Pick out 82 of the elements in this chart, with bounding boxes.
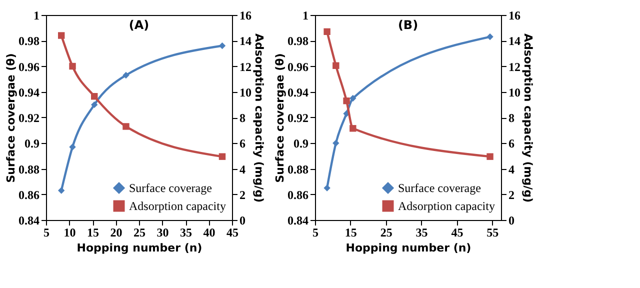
point	[486, 153, 494, 160]
y-tick-label: 0.84	[288, 214, 308, 228]
y-tick-label: 0.92	[18, 111, 40, 125]
x-tick-label: 25	[134, 226, 146, 240]
y-tick-label: 0.98	[18, 34, 40, 48]
point	[332, 62, 340, 69]
point	[91, 101, 98, 108]
y2-tick-label: 16	[240, 8, 252, 22]
y2-tick-label: 0	[508, 214, 514, 228]
point	[218, 153, 226, 160]
y2-tick-label: 16	[508, 8, 520, 22]
x-tick-label: 25	[380, 226, 392, 240]
y2-tick-label: 6	[508, 136, 514, 151]
y-tick-label: 0.96	[288, 60, 308, 74]
y2-tick-label: 4	[508, 162, 514, 176]
legend-label: Surface coverage	[129, 181, 212, 195]
y-tick-label: 0.88	[18, 162, 40, 176]
y-tick-label: 1	[34, 8, 40, 22]
y-tick-label: 0.98	[288, 34, 308, 48]
point	[350, 94, 356, 102]
x-tick-label: 55	[486, 226, 499, 240]
y2-tick-label: 4	[240, 162, 246, 176]
y2-tick-label: 6	[240, 136, 246, 151]
y2-tick-label: 14	[240, 34, 252, 48]
y2-tick-label: 8	[240, 111, 246, 125]
point	[324, 28, 330, 36]
y-tick-label: 0.94	[18, 85, 40, 100]
y2-tick-label: 10	[508, 85, 520, 100]
point	[58, 32, 65, 39]
y-axis-title: Surface covergae (θ)	[4, 53, 18, 183]
point	[343, 97, 350, 104]
legend-label: Surface coverage	[398, 181, 481, 195]
x-tick-label: 10	[64, 226, 76, 240]
point	[332, 140, 340, 146]
y2-tick-label: 2	[508, 188, 514, 202]
y-tick-label: 0.96	[18, 60, 40, 74]
point	[324, 184, 330, 192]
x-tick-label: 15	[87, 226, 99, 240]
y-tick-label: 0.9	[24, 136, 40, 151]
y-axis-title: Surface covergae (θ)	[274, 53, 286, 183]
x-axis-title: Hopping number (n)	[76, 242, 202, 254]
x-tick-label: 35	[416, 226, 428, 240]
point	[122, 72, 130, 79]
x-tick-label: 5	[312, 226, 318, 240]
point	[122, 123, 130, 130]
x-tick-label: 40	[203, 226, 216, 240]
x-tick-label: 45	[451, 226, 464, 240]
x-tick-label: 35	[180, 226, 192, 240]
y2-tick-label: 12	[508, 60, 520, 74]
y2-tick-label: 8	[508, 111, 514, 125]
point	[486, 33, 494, 40]
point	[69, 62, 76, 70]
point	[91, 93, 98, 100]
x-tick-label: 45	[226, 226, 238, 240]
x-tick-label: 20	[110, 226, 122, 240]
y2-tick-label: 10	[240, 85, 252, 100]
x-tick-label: 30	[156, 226, 169, 240]
chart-title: (A)	[128, 18, 150, 32]
y2-axis-title: Adsorption capacity (mg/g)	[252, 33, 266, 203]
x-axis-title: Hopping number (n)	[346, 242, 472, 254]
y-tick-label: 0.88	[288, 162, 308, 176]
y-tick-label: 0.86	[18, 188, 40, 202]
chart-title: (B)	[398, 18, 418, 32]
x-tick-label: 5	[44, 226, 50, 240]
y-tick-label: 1	[302, 8, 308, 22]
point	[218, 42, 226, 50]
point	[69, 144, 76, 150]
legend-label: Adsorption capacity	[129, 199, 226, 213]
y2-tick-label: 0	[240, 214, 246, 228]
legend-label: Adsorption capacity	[398, 199, 495, 213]
y2-tick-label: 2	[240, 188, 246, 202]
point	[58, 187, 65, 194]
point	[350, 125, 356, 132]
x-tick-label: 15	[344, 226, 357, 240]
y-tick-label: 0.9	[294, 136, 308, 151]
y2-tick-label: 14	[508, 34, 520, 48]
y-tick-label: 0.94	[288, 85, 308, 100]
y-tick-label: 0.92	[288, 111, 308, 125]
y2-axis-title: Adsorption capacity (mg/g)	[522, 33, 534, 203]
y2-tick-label: 12	[240, 60, 252, 74]
y-tick-label: 0.84	[18, 214, 40, 228]
y-tick-label: 0.86	[288, 188, 308, 202]
